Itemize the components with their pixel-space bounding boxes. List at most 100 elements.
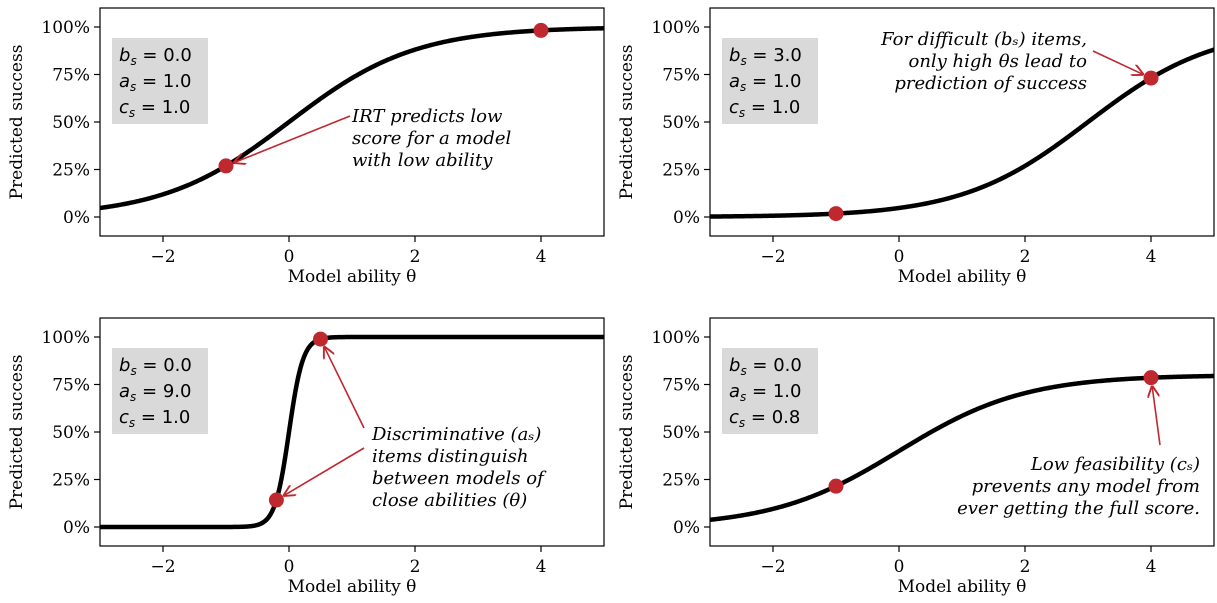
annotation-line: score for a model bbox=[352, 128, 511, 149]
param-c: cs = 0.8 bbox=[729, 407, 800, 430]
param-b: bs = 0.0 bbox=[729, 355, 802, 378]
x-tick-label: 2 bbox=[1020, 557, 1031, 577]
annotation-arrow bbox=[1152, 387, 1161, 446]
param-box-bg bbox=[112, 38, 208, 124]
x-tick-label: −2 bbox=[150, 247, 175, 267]
y-tick-label: 75% bbox=[662, 376, 700, 396]
annotation: Low feasibility (cₛ)prevents any model f… bbox=[957, 454, 1200, 519]
chart-panel-3: −2 0 2 4 0% 25% 50% 75% 100% Model ability θ Predi… bbox=[7, 317, 605, 597]
x-tick-label: 4 bbox=[536, 557, 547, 577]
x-tick-label: 0 bbox=[894, 247, 905, 267]
y-tick-label: 50% bbox=[52, 113, 90, 133]
y-tick-label: 25% bbox=[662, 161, 700, 181]
irt-curve bbox=[710, 47, 1214, 219]
annotation-line: Discriminative (aₛ) bbox=[371, 424, 541, 445]
y-axis-label: Predicted success bbox=[617, 45, 637, 200]
annotation: For difficult (bₛ) items,only high θs le… bbox=[880, 29, 1087, 94]
y-tick-label: 100% bbox=[41, 328, 90, 348]
param-c: cs = 1.0 bbox=[119, 407, 190, 430]
y-axis-label: Predicted success bbox=[617, 355, 637, 510]
chart-panel-4: −2 0 2 4 0% 25% 50% 75% 100% Model ability θ Predi… bbox=[617, 317, 1215, 597]
annotation-line: prediction of success bbox=[894, 73, 1087, 94]
annotation-line: ever getting the full score. bbox=[957, 498, 1200, 519]
annotation-arrow bbox=[324, 347, 365, 429]
y-tick-label: 25% bbox=[662, 471, 700, 491]
y-tick-label: 0% bbox=[673, 208, 700, 228]
data-point bbox=[828, 206, 844, 222]
irt-curve bbox=[100, 26, 604, 211]
data-point bbox=[828, 478, 844, 494]
irt-curve bbox=[710, 373, 1214, 523]
y-tick-label: 100% bbox=[651, 18, 700, 38]
data-point bbox=[218, 158, 234, 174]
y-tick-label: 0% bbox=[63, 518, 90, 538]
y-tick-label: 100% bbox=[651, 328, 700, 348]
y-tick-label: 75% bbox=[52, 66, 90, 86]
annotation-line: For difficult (bₛ) items, bbox=[880, 29, 1087, 50]
data-point bbox=[268, 492, 284, 508]
data-point bbox=[1143, 70, 1159, 86]
y-axis-label: Predicted success bbox=[7, 355, 27, 510]
irt-curve bbox=[100, 334, 604, 530]
chart-panel-2: −2 0 2 4 0% 25% 50% 75% 100% Model ability θ Predi… bbox=[617, 7, 1215, 287]
annotation-line: with low ability bbox=[352, 150, 493, 171]
param-box: bs = 0.0 as = 9.0 cs = 1.0 bbox=[112, 348, 208, 434]
param-box: bs = 0.0 as = 1.0 cs = 0.8 bbox=[722, 348, 818, 434]
annotation-line: prevents any model from bbox=[972, 476, 1200, 497]
param-c: cs = 1.0 bbox=[729, 97, 800, 120]
data-point bbox=[313, 331, 328, 347]
x-tick-label: 4 bbox=[1146, 247, 1157, 267]
y-tick-label: 50% bbox=[52, 423, 90, 443]
annotation-line: only high θs lead to bbox=[908, 51, 1087, 72]
y-tick-label: 50% bbox=[662, 423, 700, 443]
annotation: Discriminative (aₛ)items distinguishbetw… bbox=[371, 424, 547, 511]
y-axis-label: Predicted success bbox=[7, 45, 27, 200]
annotation-line: close abilities (θ) bbox=[372, 490, 527, 511]
x-tick-label: 4 bbox=[536, 247, 547, 267]
param-a: as = 1.0 bbox=[729, 71, 801, 94]
y-tick-label: 25% bbox=[52, 471, 90, 491]
x-tick-label: −2 bbox=[150, 557, 175, 577]
x-tick-label: −2 bbox=[760, 247, 785, 267]
param-box: bs = 3.0 as = 1.0 cs = 1.0 bbox=[722, 38, 818, 124]
annotation-arrow bbox=[1092, 50, 1143, 74]
y-tick-label: 50% bbox=[662, 113, 700, 133]
x-axis-label: Model ability θ bbox=[288, 577, 417, 597]
y-tick-label: 25% bbox=[52, 161, 90, 181]
annotation-line: Low feasibility (cₛ) bbox=[1030, 454, 1200, 475]
x-axis-label: Model ability θ bbox=[898, 267, 1027, 287]
data-point bbox=[1143, 370, 1159, 386]
x-tick-label: 2 bbox=[410, 247, 421, 267]
chart-panel-1: −2 0 2 4 0% 25% 50% 75% 100% Model ability θ Predi… bbox=[7, 7, 605, 287]
x-axis-label: Model ability θ bbox=[898, 577, 1027, 597]
x-tick-label: 0 bbox=[284, 247, 295, 267]
param-b: bs = 0.0 bbox=[119, 355, 192, 378]
param-a: as = 9.0 bbox=[119, 381, 191, 404]
y-tick-label: 75% bbox=[52, 376, 90, 396]
x-tick-label: 4 bbox=[1146, 557, 1157, 577]
param-a: as = 1.0 bbox=[729, 381, 801, 404]
y-tick-label: 0% bbox=[673, 518, 700, 538]
param-b: bs = 0.0 bbox=[119, 45, 192, 68]
param-b: bs = 3.0 bbox=[729, 45, 802, 68]
param-box: bs = 0.0 as = 1.0 cs = 1.0 bbox=[112, 38, 208, 124]
param-a: as = 1.0 bbox=[119, 71, 191, 94]
annotation-line: between models of bbox=[372, 468, 547, 489]
y-tick-label: 75% bbox=[662, 66, 700, 86]
x-tick-label: 2 bbox=[1020, 247, 1031, 267]
data-point bbox=[533, 22, 549, 38]
annotation-arrow bbox=[284, 447, 365, 495]
param-box-bg bbox=[722, 38, 818, 124]
y-tick-label: 0% bbox=[63, 208, 90, 228]
x-tick-label: 2 bbox=[410, 557, 421, 577]
annotation-arrow bbox=[234, 115, 351, 163]
x-tick-label: −2 bbox=[760, 557, 785, 577]
annotation-line: items distinguish bbox=[372, 446, 528, 467]
x-tick-label: 0 bbox=[894, 557, 905, 577]
y-tick-label: 100% bbox=[41, 18, 90, 38]
param-box-bg bbox=[722, 348, 818, 434]
annotation-line: IRT predicts low bbox=[351, 106, 503, 127]
param-box-bg bbox=[112, 348, 208, 434]
